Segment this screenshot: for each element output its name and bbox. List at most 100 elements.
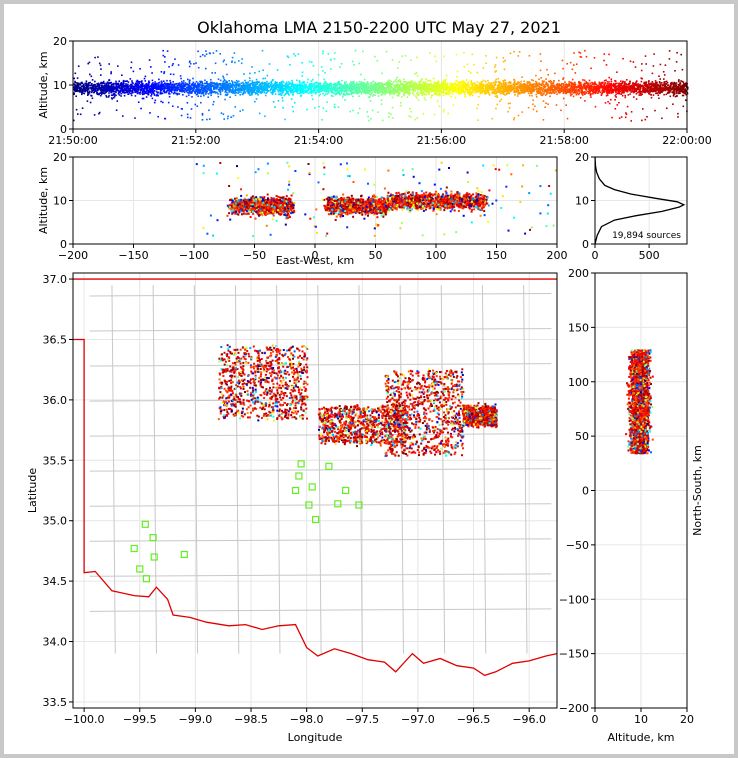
source-point (339, 90, 341, 93)
source-point (459, 81, 462, 83)
source-point (250, 91, 252, 93)
source-point (391, 106, 394, 109)
source-point (500, 83, 503, 85)
source-point (648, 80, 650, 83)
source-point (162, 54, 165, 57)
source-point (658, 92, 660, 94)
source-point (281, 84, 283, 87)
source-point (400, 86, 402, 89)
source-point (81, 91, 83, 94)
source-point (514, 83, 517, 86)
source-point (363, 91, 365, 94)
source-point (150, 66, 152, 68)
source-point (203, 88, 205, 91)
source-point (358, 80, 361, 83)
source-point (369, 96, 371, 98)
source-point (513, 87, 515, 90)
source-point (508, 107, 511, 109)
source-point (199, 55, 202, 58)
source-point (487, 89, 490, 91)
source-point (569, 93, 572, 95)
source-point (470, 88, 472, 90)
source-point (535, 74, 537, 77)
source-point (427, 89, 429, 92)
source-point (257, 90, 259, 92)
source-point (212, 82, 214, 85)
source-point (476, 90, 479, 93)
source-point (632, 61, 635, 63)
source-point (457, 81, 460, 83)
source-point (625, 87, 628, 90)
source-point (494, 64, 497, 66)
source-point (513, 117, 516, 119)
source-point (304, 89, 307, 91)
source-point (339, 93, 341, 96)
source-point (280, 94, 283, 96)
source-point (391, 96, 394, 99)
source-point (372, 85, 375, 87)
source-point (580, 85, 582, 87)
source-point (417, 99, 420, 101)
source-point (187, 86, 189, 89)
source-point (427, 79, 429, 82)
source-point (448, 93, 451, 96)
source-point (443, 109, 445, 111)
source-point (480, 82, 482, 85)
source-point (423, 81, 426, 84)
source-point (449, 84, 452, 86)
source-point (143, 77, 146, 80)
source-point (323, 85, 325, 88)
source-point (352, 89, 355, 91)
source-point (578, 84, 580, 87)
source-point (235, 87, 237, 90)
source-point (506, 90, 508, 92)
source-point (214, 92, 217, 94)
source-point (425, 81, 427, 83)
source-point (152, 83, 155, 86)
source-point (630, 91, 632, 93)
source-point (443, 55, 445, 58)
source-point (672, 86, 675, 89)
source-point (180, 114, 183, 117)
source-point (136, 81, 139, 83)
source-point (138, 86, 140, 88)
source-point (274, 90, 276, 93)
source-point (214, 86, 216, 89)
source-point (130, 84, 132, 86)
source-point (620, 88, 623, 91)
source-point (223, 59, 225, 61)
source-point (672, 95, 675, 97)
source-point (100, 91, 102, 93)
source-point (260, 88, 263, 90)
source-point (349, 110, 352, 113)
source-point (663, 84, 665, 87)
source-point (621, 85, 624, 88)
source-point (231, 81, 234, 83)
source-point (387, 82, 390, 84)
source-point (276, 69, 279, 71)
source-point (313, 83, 315, 85)
source-point (436, 100, 439, 102)
source-point (409, 83, 411, 85)
source-point (641, 93, 643, 96)
source-point (615, 82, 617, 85)
source-point (446, 92, 448, 94)
source-point (257, 85, 259, 88)
source-point (630, 111, 633, 113)
source-point (367, 84, 369, 86)
source-point (398, 89, 401, 91)
source-point (390, 80, 392, 83)
source-point (592, 93, 594, 95)
source-point (543, 84, 546, 87)
source-point (143, 93, 145, 95)
source-point (602, 85, 604, 87)
source-point (281, 97, 284, 99)
source-point (337, 92, 339, 95)
source-point (560, 109, 562, 112)
source-point (82, 92, 84, 94)
source-point (147, 93, 150, 96)
source-point (211, 90, 214, 92)
source-point (112, 93, 115, 95)
source-point (163, 72, 165, 75)
source-point (682, 92, 685, 94)
